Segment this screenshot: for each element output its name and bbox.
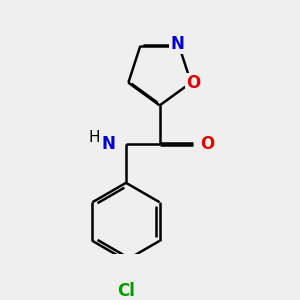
Text: H: H	[88, 130, 100, 145]
Text: O: O	[200, 135, 214, 153]
Text: O: O	[186, 74, 200, 92]
Text: N: N	[170, 35, 184, 53]
Text: Cl: Cl	[117, 282, 135, 300]
Text: N: N	[102, 135, 116, 153]
